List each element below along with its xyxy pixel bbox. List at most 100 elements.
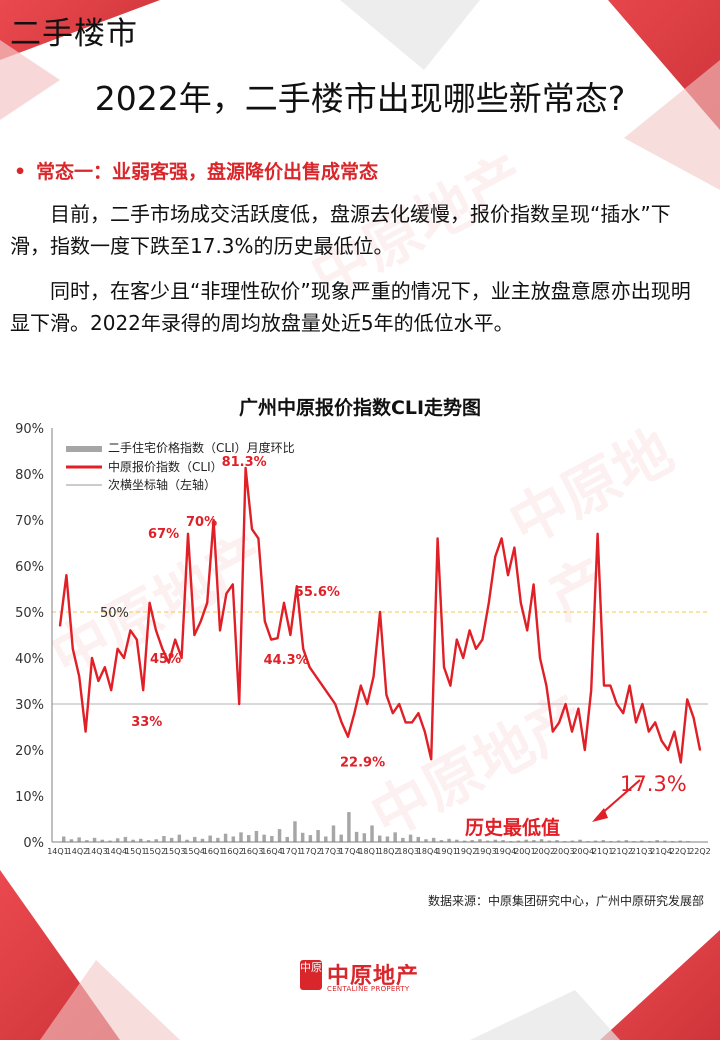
bar-mark xyxy=(570,840,575,842)
cli-point xyxy=(583,749,586,751)
cli-point xyxy=(91,657,93,659)
cli-point xyxy=(641,703,644,705)
cli-point xyxy=(679,761,682,764)
bar-mark xyxy=(393,832,397,842)
cli-point xyxy=(660,739,663,742)
bar-mark xyxy=(362,833,367,842)
cli-point xyxy=(174,638,177,641)
data-label: 55.6% xyxy=(295,585,340,600)
corner-decoration-bottom-left-2 xyxy=(40,960,180,1040)
cli-point xyxy=(78,675,81,678)
bar-series xyxy=(62,812,690,842)
x-tick-label: 18Q4 xyxy=(417,847,439,856)
cli-point xyxy=(379,611,381,613)
bar-mark xyxy=(246,835,251,842)
cli-point xyxy=(622,712,625,715)
cli-point xyxy=(436,537,439,540)
cli-point xyxy=(507,574,509,577)
cli-point xyxy=(225,592,228,595)
cli-point xyxy=(212,519,215,521)
cli-point xyxy=(603,684,605,687)
reference-lines: 50% xyxy=(52,606,708,705)
x-tick-label: 14Q4 xyxy=(106,847,128,856)
x-tick-label: 21Q4 xyxy=(650,847,672,856)
bar-mark xyxy=(408,834,413,842)
cli-point xyxy=(103,666,106,669)
cli-point xyxy=(129,629,132,632)
bar-mark xyxy=(431,837,436,842)
cli-point xyxy=(276,637,279,640)
cli-point xyxy=(577,707,580,710)
cli-point xyxy=(564,703,567,705)
cli-point xyxy=(423,730,426,733)
data-label: 22.9% xyxy=(340,756,385,771)
cli-point xyxy=(84,730,87,733)
y-tick-label: 0% xyxy=(23,836,44,851)
bar-mark xyxy=(640,840,644,842)
bar-mark xyxy=(216,837,220,842)
data-label: 70% xyxy=(186,515,217,530)
x-tick-label: 18Q2 xyxy=(378,847,400,856)
cli-point xyxy=(263,620,266,623)
bullet-dot-icon: • xyxy=(14,161,27,183)
bar-mark xyxy=(347,812,351,842)
x-tick-label: 18Q1 xyxy=(358,847,380,856)
cli-point xyxy=(257,537,260,540)
cli-point xyxy=(475,647,477,650)
bar-mark xyxy=(131,839,135,842)
data-label: 44.3% xyxy=(264,653,309,668)
y-tick-label: 50% xyxy=(15,606,44,621)
x-tick-label: 15Q4 xyxy=(183,847,205,856)
bar-mark xyxy=(478,839,482,842)
cli-point xyxy=(545,684,548,687)
x-tick-label: 19Q4 xyxy=(495,847,517,856)
cli-point xyxy=(302,647,305,650)
y-tick-label: 20% xyxy=(15,744,44,759)
cli-point xyxy=(180,657,183,659)
cli-point xyxy=(590,689,593,692)
y-tick-label: 10% xyxy=(15,790,44,805)
cli-point xyxy=(315,675,317,678)
y-tick-label: 60% xyxy=(15,560,44,575)
bar-mark xyxy=(285,836,289,842)
x-tick-label: 14Q2 xyxy=(67,847,89,856)
cli-point xyxy=(65,574,68,577)
bar-mark xyxy=(146,840,151,842)
cli-point xyxy=(135,638,138,641)
company-logo: 中原 中原地产 CENTALINE PROPERTY xyxy=(300,958,440,998)
callout-value: 17.3% xyxy=(620,772,687,796)
bullet-heading: • 常态一：业弱客强，盘源降价出售成常态 xyxy=(14,157,378,184)
bar-mark xyxy=(485,840,490,842)
bar-mark xyxy=(462,840,467,842)
cli-point xyxy=(327,693,330,696)
bar-mark xyxy=(115,838,120,842)
callout-arrow-line xyxy=(599,779,641,816)
bar-mark xyxy=(270,836,274,842)
line-series xyxy=(58,466,702,764)
cli-point xyxy=(142,689,145,692)
y-tick-label: 40% xyxy=(15,652,44,667)
cli-point xyxy=(219,629,221,632)
cli-point xyxy=(609,684,612,687)
bar-mark xyxy=(447,838,451,842)
cli-point xyxy=(251,528,253,531)
x-tick-label: 16Q2 xyxy=(222,847,244,856)
bar-mark xyxy=(624,840,629,842)
bar-mark xyxy=(77,837,81,842)
bar-mark xyxy=(501,840,505,842)
cli-point xyxy=(193,634,196,636)
cli-point xyxy=(500,537,503,540)
legend-entry: 中原报价指数（CLI） xyxy=(108,459,223,474)
cli-point xyxy=(430,758,433,761)
chart-title: 广州中原报价指数CLI走势图 xyxy=(238,397,482,419)
bar-mark xyxy=(401,837,405,842)
x-tick-label: 21Q2 xyxy=(611,847,633,856)
bar-mark xyxy=(316,830,320,842)
cli-trend-chart: 50% 81.3%70%67%55.6%45% 44.3%33%22.9% 0%1… xyxy=(15,422,711,856)
x-tick-label: 17Q2 xyxy=(300,847,322,856)
cli-point xyxy=(116,647,119,650)
bar-mark xyxy=(108,840,112,842)
bar-mark xyxy=(300,832,305,842)
x-tick-label: 22Q1 xyxy=(670,847,692,856)
cli-point xyxy=(635,721,637,724)
